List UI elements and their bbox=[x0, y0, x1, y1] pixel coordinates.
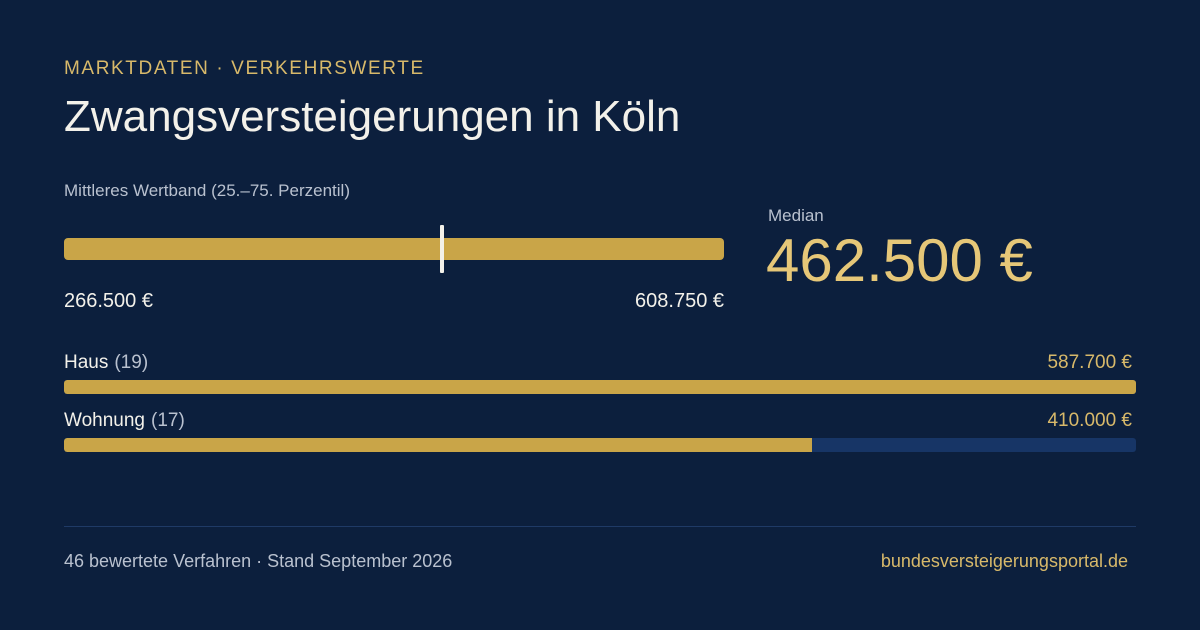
band-min-label: 266.500 € bbox=[64, 290, 153, 312]
divider bbox=[64, 526, 1136, 527]
band-label: Mittleres Wertband (25.–75. Perzentil) bbox=[64, 181, 350, 200]
row-count: (19) bbox=[114, 352, 149, 373]
footer-meta: 46 bewertete Verfahren · Stand September… bbox=[64, 551, 453, 571]
median-marker bbox=[439, 225, 444, 273]
row-count: (17) bbox=[151, 410, 185, 431]
source-link[interactable]: bundesversteigerungsportal.de bbox=[880, 551, 1128, 571]
row-value: 587.700 € bbox=[1047, 352, 1132, 373]
row-bar-track bbox=[64, 380, 1136, 394]
row-bar-fill bbox=[64, 380, 1136, 394]
row-bar-track bbox=[64, 438, 1136, 452]
row-bar-fill bbox=[64, 438, 813, 452]
row-name-text: Haus bbox=[64, 352, 109, 373]
median-label: Median bbox=[768, 206, 824, 225]
row-value: 410.000 € bbox=[1047, 410, 1132, 431]
row-name-text: Wohnung bbox=[64, 410, 145, 431]
median-value: 462.500 € bbox=[766, 227, 1033, 294]
band-bar bbox=[64, 238, 724, 260]
row-name: Haus (19) bbox=[64, 352, 148, 374]
row-name: Wohnung (17) bbox=[64, 410, 185, 432]
page-title: Zwangsversteigerungen in Köln bbox=[64, 92, 681, 141]
kicker: MARKTDATEN · VERKEHRSWERTE bbox=[64, 58, 425, 79]
band-max-label: 608.750 € bbox=[635, 290, 724, 312]
